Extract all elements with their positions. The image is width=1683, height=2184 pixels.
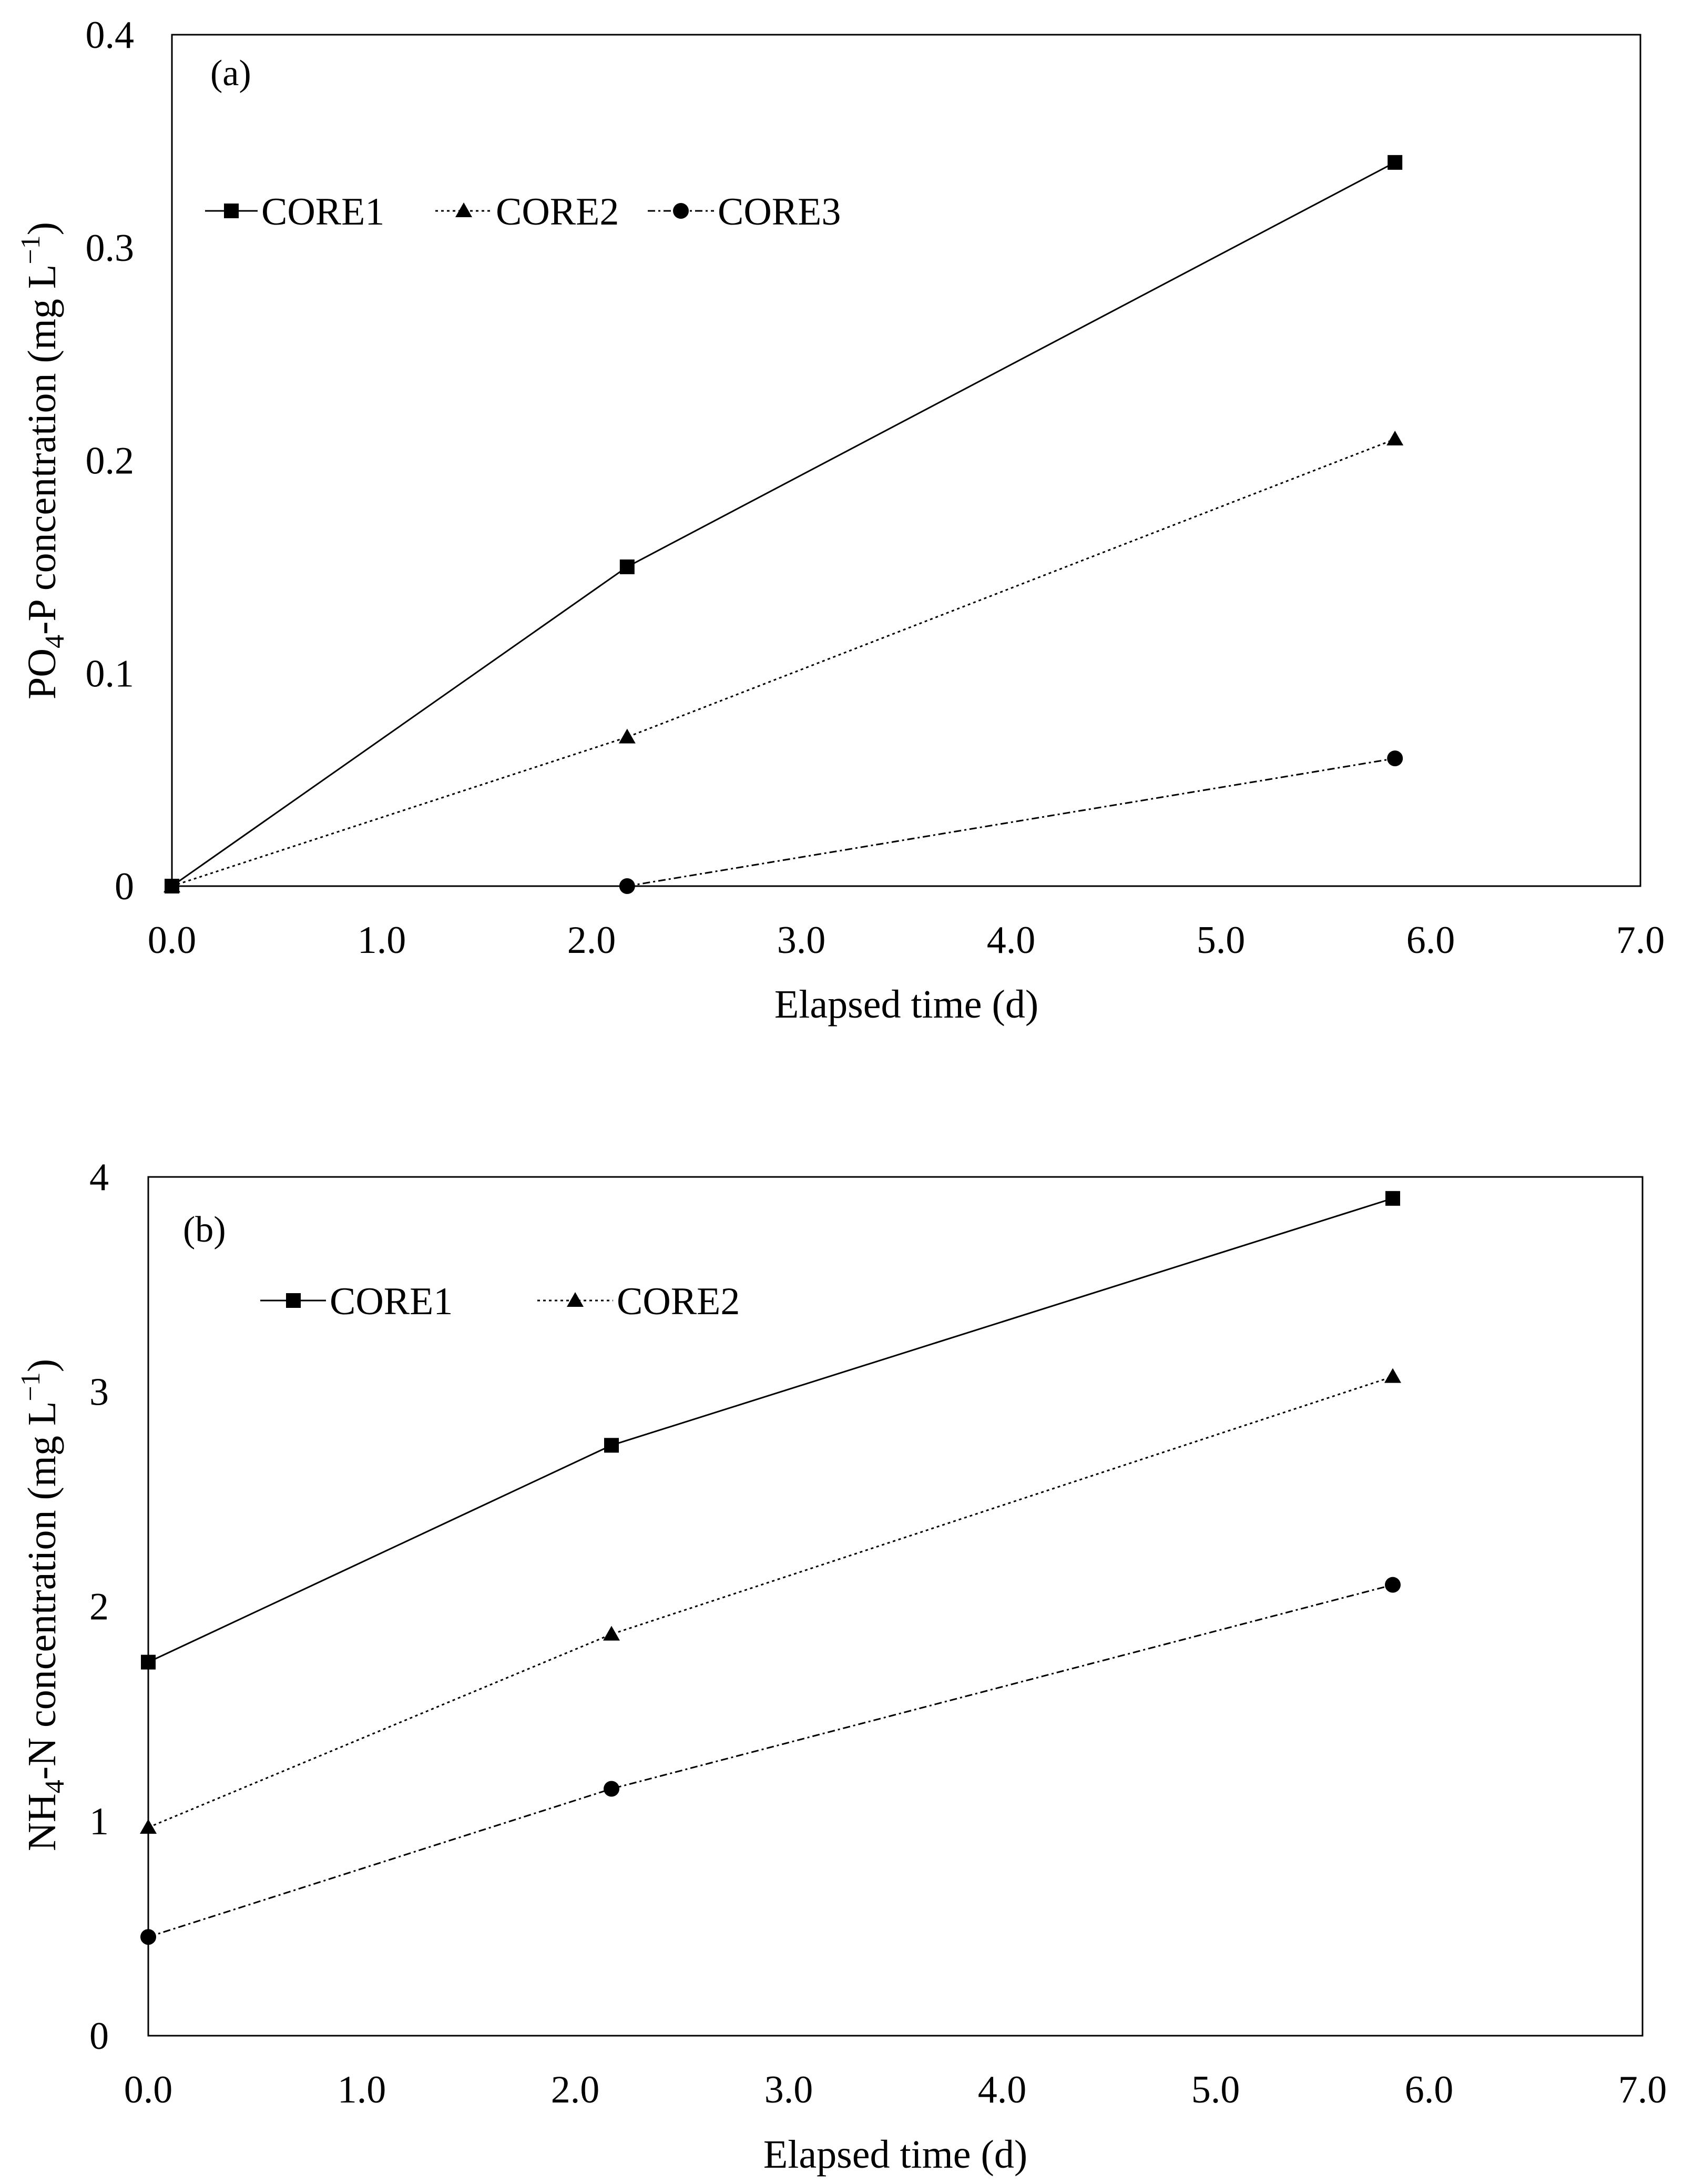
panel-a-x-tick-label: 3.0	[777, 919, 826, 962]
panel-a-legend-label-core2: CORE2	[496, 190, 619, 233]
panel-a-series-line-core3	[627, 757, 1395, 887]
panel-b-legend: CORE1 CORE2	[260, 1280, 740, 1323]
panel-a-ylabel-suffix: -P concentration (mg L	[20, 265, 64, 635]
panel-a-y-tick-label: 0.4	[86, 14, 135, 57]
panel-b-legend-marker-core1	[286, 1293, 301, 1308]
panel-a-x-tick-label: 1.0	[358, 919, 406, 962]
panel-a-point-core3	[619, 878, 635, 894]
panel-b-point-core1	[1385, 1191, 1400, 1206]
panel-a-y-tick-labels: 0 0.1 0.2 0.3 0.4	[86, 14, 135, 908]
panel-a-point-core2	[618, 728, 636, 744]
panel-b-x-tick-label: 2.0	[551, 2068, 600, 2111]
panel-b-legend-label-core2: CORE2	[617, 1280, 740, 1323]
panel-a-x-tick-label: 4.0	[987, 919, 1036, 962]
panel-b-x-tick-label: 7.0	[1618, 2068, 1667, 2111]
panel-b-y-tick-label: 4	[89, 1156, 109, 1199]
panel-b-x-tick-label: 1.0	[338, 2068, 386, 2111]
panel-b-ylabel-prefix: NH	[20, 1793, 64, 1851]
panel-b-y-tick-label: 1	[89, 1800, 109, 1843]
panel-b-point-core3	[140, 1929, 156, 1945]
panel-a-ylabel-superscript: −1	[16, 235, 46, 264]
panel-a-label: (a)	[210, 53, 251, 94]
panel-b-legend-marker-core2	[567, 1292, 584, 1307]
panel-a-x-axis-title: Elapsed time (d)	[774, 982, 1038, 1027]
panel-a-legend-label-core3: CORE3	[718, 190, 841, 233]
panel-b-y-tick-label: 0	[89, 2015, 109, 2058]
panel-a-legend: CORE1 CORE2 CORE3	[205, 190, 841, 233]
panel-a-legend-marker-core3	[673, 203, 689, 219]
panel-b-point-core1	[141, 1654, 156, 1670]
panel-a-x-tick-labels: 0.0 1.0 2.0 3.0 4.0 5.0 6.0 7.0	[148, 919, 1665, 962]
panel-b-x-tick-label: 0.0	[124, 2068, 173, 2111]
panel-a-point-core1	[619, 559, 635, 574]
panel-a-plot-frame	[171, 34, 1641, 887]
panel-b-x-tick-labels: 0.0 1.0 2.0 3.0 4.0 5.0 6.0 7.0	[124, 2068, 1667, 2111]
panel-a-legend-marker-core2	[455, 202, 472, 217]
panel-a-point-core2	[1386, 431, 1404, 446]
panel-a-series-group	[164, 155, 1404, 894]
panel-b-y-tick-labels: 0 1 2 3 4	[89, 1156, 109, 2058]
panel-b-y-axis-title: NH4-N concentration (mg L−1)	[16, 1359, 70, 1851]
panel-b-point-core2	[1384, 1368, 1401, 1383]
panel-b-series-line-core3	[148, 1584, 1393, 1938]
panel-b-series-group	[140, 1191, 1401, 1945]
panel-a-x-tick-label: 0.0	[148, 919, 197, 962]
panel-b-ylabel-subscript: 4	[40, 1780, 70, 1793]
panel-b-point-core1	[604, 1438, 619, 1453]
panel-a-y-tick-label: 0.2	[86, 440, 135, 483]
panel-b-point-core3	[604, 1781, 620, 1797]
panel-a-x-tick-label: 6.0	[1406, 919, 1455, 962]
panel-a-y-tick-label: 0	[115, 865, 134, 908]
panel-b-ylabel-close: )	[20, 1359, 64, 1372]
panel-a-y-axis-title: PO4-P concentration (mg L−1)	[16, 222, 70, 699]
panel-a: 0.0 1.0 2.0 3.0 4.0 5.0 6.0 7.0 0 0.1 0.2 0.3 0.4 (…	[16, 14, 1665, 1027]
panel-b: 0.0 1.0 2.0 3.0 4.0 5.0 6.0 7.0 0 1 2 3 4 (b) Elaps…	[16, 1156, 1667, 2177]
panel-b-ylabel-suffix: -N concentration (mg L	[20, 1401, 64, 1780]
panel-b-point-core3	[1384, 1577, 1401, 1593]
panel-b-x-tick-label: 4.0	[978, 2068, 1027, 2111]
panel-b-y-tick-label: 2	[89, 1586, 109, 1629]
panel-b-x-tick-label: 6.0	[1405, 2068, 1454, 2111]
panel-b-legend-label-core1: CORE1	[330, 1280, 453, 1323]
panel-a-ylabel-prefix: PO	[20, 648, 64, 699]
panel-a-x-tick-label: 7.0	[1616, 919, 1665, 962]
panel-a-point-core2	[164, 878, 180, 892]
panel-b-ylabel-superscript: −1	[16, 1372, 46, 1401]
panel-b-plot-frame	[147, 1176, 1644, 2037]
panel-b-point-core2	[140, 1819, 157, 1834]
panel-b-x-tick-label: 3.0	[764, 2068, 813, 2111]
panel-a-ylabel-subscript: 4	[40, 635, 70, 648]
panel-b-y-tick-label: 3	[89, 1370, 109, 1414]
panel-a-ylabel-close: )	[20, 222, 64, 235]
panel-a-legend-marker-core1	[224, 204, 239, 218]
panel-b-label: (b)	[183, 1210, 226, 1250]
panel-a-y-tick-label: 0.1	[86, 652, 135, 695]
panel-b-x-axis-title: Elapsed time (d)	[763, 2132, 1027, 2177]
panel-b-point-core2	[603, 1626, 620, 1641]
panel-a-y-tick-label: 0.3	[86, 227, 135, 270]
panel-a-x-tick-label: 2.0	[567, 919, 616, 962]
panel-b-x-tick-label: 5.0	[1191, 2068, 1240, 2111]
panel-a-x-tick-label: 5.0	[1197, 919, 1246, 962]
panel-a-point-core1	[1388, 155, 1403, 170]
panel-a-legend-label-core1: CORE1	[261, 190, 384, 233]
panel-a-point-core3	[1387, 750, 1403, 767]
